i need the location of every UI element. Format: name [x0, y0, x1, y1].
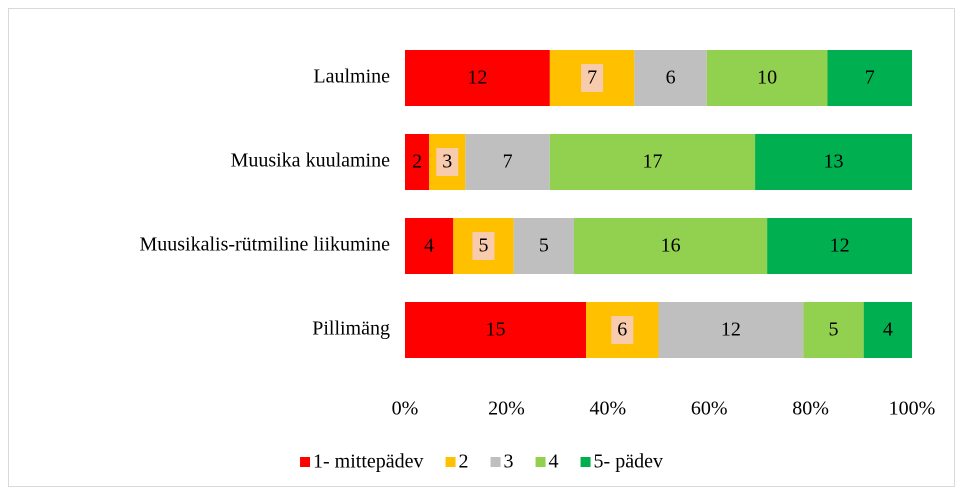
legend-swatch: [300, 457, 311, 467]
legend-swatch: [535, 457, 546, 467]
data-label: 17: [642, 151, 662, 173]
bar-segment: [513, 218, 574, 274]
data-label: 4: [883, 319, 893, 341]
data-label: 16: [661, 235, 681, 257]
data-label: 7: [587, 67, 597, 89]
legend-swatch: [580, 457, 591, 467]
data-label-background: [581, 64, 604, 92]
data-label: 3: [442, 151, 452, 173]
x-tick-label: 40%: [589, 398, 626, 420]
data-label: 12: [830, 235, 850, 257]
data-label: 7: [865, 67, 875, 89]
x-tick-label: 20%: [488, 398, 525, 420]
data-label: 2: [412, 151, 422, 173]
bar-segment: [658, 302, 804, 358]
data-label: 13: [824, 151, 844, 173]
data-label: 6: [666, 67, 676, 89]
bar-segment: [706, 50, 828, 106]
bar-segment: [405, 218, 454, 274]
y-tick-label: Laulmine: [313, 66, 390, 88]
bar-segment: [405, 134, 430, 190]
data-label: 12: [721, 319, 741, 341]
data-label-background: [611, 316, 634, 344]
x-tick-label: 100%: [889, 398, 936, 420]
data-label: 10: [757, 67, 777, 89]
bar-segment: [767, 218, 912, 274]
data-label: 4: [424, 235, 434, 257]
legend-label: 5- pädev: [594, 451, 663, 473]
bar-segment: [863, 302, 912, 358]
x-tick-label: 60%: [691, 398, 728, 420]
data-label-background: [472, 232, 495, 260]
legend-label: 4: [549, 451, 559, 473]
data-label: 5: [478, 235, 488, 257]
bar-segment: [405, 302, 587, 358]
bar-segment: [405, 50, 550, 106]
bar-segment: [549, 134, 756, 190]
x-tick-label: 0%: [392, 398, 419, 420]
bar-segment: [465, 134, 550, 190]
legend-swatch: [445, 457, 456, 467]
data-label: 7: [503, 151, 513, 173]
data-label: 5: [539, 235, 549, 257]
data-label: 5: [829, 319, 839, 341]
legend-label: 2: [459, 451, 469, 473]
data-label: 12: [467, 67, 487, 89]
data-label: 15: [486, 319, 506, 341]
y-tick-label: Pillimäng: [312, 318, 390, 340]
y-tick-label: Muusikalis-rütmiline liikumine: [139, 234, 390, 256]
legend-label: 1- mittepädev: [313, 451, 424, 473]
legend-label: 3: [504, 451, 514, 473]
bar-segment: [574, 218, 768, 274]
legend-swatch: [490, 457, 501, 467]
x-tick-label: 80%: [792, 398, 829, 420]
y-tick-label: Muusika kuulamine: [231, 150, 391, 172]
data-label: 6: [617, 319, 627, 341]
bar-segment: [827, 50, 912, 106]
bar-segment: [803, 302, 864, 358]
data-label-background: [436, 148, 459, 176]
bar-segment: [634, 50, 707, 106]
bar-segment: [755, 134, 912, 190]
